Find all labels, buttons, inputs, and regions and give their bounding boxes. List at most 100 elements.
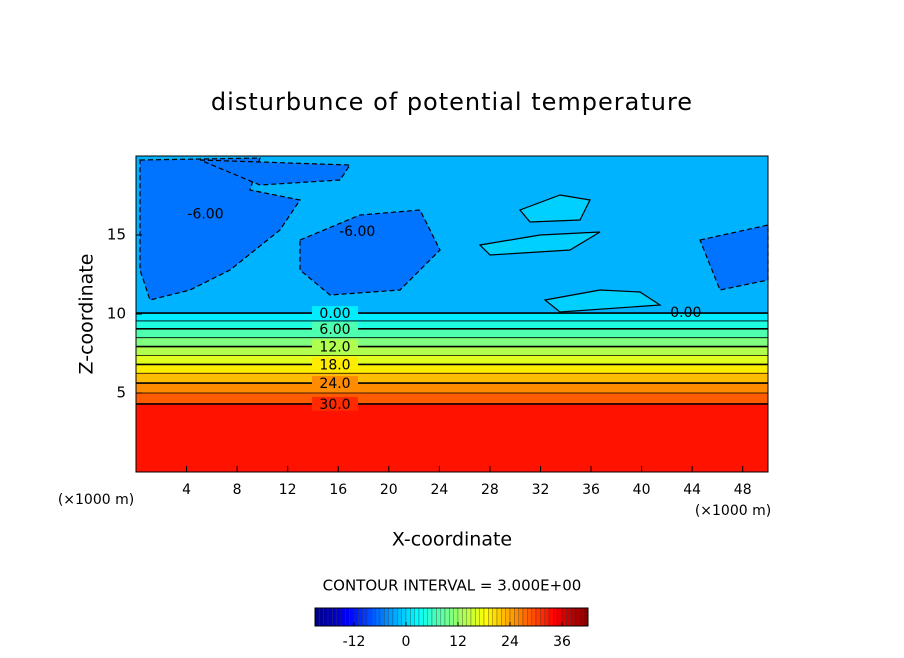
colorbar-cell [405,607,411,627]
colorbar-tick-label: 36 [553,634,571,650]
colorbar-cell [375,607,381,627]
colorbar: -12 0 12 24 36 [314,607,589,650]
contour-label: 6.00 [319,322,350,338]
contour-label: 0.00 [319,306,350,322]
colorbar-cell [453,607,459,627]
colorbar-cell [418,607,424,627]
x-unit: (×1000 m) [695,503,771,519]
colorbar-cell [462,607,467,627]
colorbar-cell [388,607,394,627]
x-tick-label: 4 [182,482,191,498]
colorbar-tick-label: -12 [343,634,366,650]
colorbar-cell [427,607,433,627]
colorbar-cell [440,607,446,627]
colorbar-tick-label: 0 [402,634,411,650]
colorbar-cell [574,607,580,627]
field-blob [543,289,662,313]
field-band [136,328,768,338]
x-tick-label: 36 [582,482,600,498]
x-tick-label: 32 [532,482,550,498]
contour-label: 30.0 [319,397,350,413]
colorbar-frame [314,607,589,627]
contour-label: 12.0 [319,340,350,356]
colorbar-cell [314,607,320,627]
x-tick-label: 44 [683,482,701,498]
y-tick-label: 5 [116,384,126,402]
contour-label-bg [312,339,358,354]
colorbar-cell [358,607,363,627]
field-blob [518,194,591,223]
x-tick-label: 16 [329,482,347,498]
field-band [136,403,768,472]
x-tick-label: 28 [481,482,499,498]
colorbar-cell [583,607,589,627]
field-band [136,355,768,365]
colorbar-tick-label: 12 [449,634,467,650]
contour-annotation: -6.00 [339,224,375,240]
colorbar-cell [384,607,389,627]
contour-label-bg [312,321,358,336]
x-tick-label: 48 [734,482,752,498]
colorbar-cell [501,607,506,627]
colorbar-cell [518,607,524,627]
colorbar-cell [509,607,515,627]
colorbar-cell [505,607,511,627]
colorbar-cell [392,607,398,627]
colorbar-cell [397,607,402,627]
field-band [136,364,768,374]
colorbar-cell [488,607,493,627]
colorbar-cell [548,607,554,627]
x-tick-label: 12 [279,482,297,498]
contour-label: 18.0 [319,357,350,373]
x-axis-label: X-coordinate [392,529,512,551]
field-band [136,313,768,321]
colorbar-cell [379,607,385,627]
colorbar-cell [561,607,567,627]
colorbar-cell [470,607,476,627]
contour-annotation: 0.00 [670,305,701,321]
colorbar-cell [540,607,545,627]
colorbar-cell [401,607,407,627]
contour-interval: CONTOUR INTERVAL = 3.000E+00 [323,577,582,595]
x-tick-label: 20 [380,482,398,498]
field-band [136,337,768,347]
colorbar-cell [340,607,346,627]
x-tick-label: 40 [633,482,651,498]
field-band [136,383,768,393]
x-tick-label: 8 [233,482,242,498]
y-tick-label: 15 [107,226,126,244]
colorbar-cell [423,607,428,627]
colorbar-cell [444,607,450,627]
field-blob [478,231,601,256]
colorbar-cell [553,607,558,627]
colorbar-cell [457,607,463,627]
y-unit: (×1000 m) [58,492,134,508]
colorbar-cell [366,607,372,627]
contour-label-bg [312,396,358,411]
colorbar-cell [449,607,454,627]
colorbar-cell [319,607,324,627]
colorbar-cell [544,607,550,627]
field-band [136,320,768,329]
colorbar-cell [332,607,337,627]
y-tick-label: 10 [107,305,126,323]
colorbar-cell [527,607,532,627]
colorbar-cell [371,607,376,627]
colorbar-tick-label: 24 [501,634,519,650]
colorbar-cell [362,607,368,627]
colorbar-cell [514,607,519,627]
contour-label: 24.0 [319,376,350,392]
colorbar-cell [327,607,333,627]
colorbar-cell [496,607,502,627]
colorbar-cell [479,607,485,627]
field-blob [199,159,352,186]
colorbar-cell [492,607,498,627]
colorbar-cell [475,607,480,627]
colorbar-cell [353,607,359,627]
contour-label-bg [312,357,358,372]
colorbar-cell [410,607,415,627]
chart-title: disturbunce of potential temperature [211,88,693,116]
contour-label-bg [312,376,358,391]
colorbar-cell [414,607,420,627]
